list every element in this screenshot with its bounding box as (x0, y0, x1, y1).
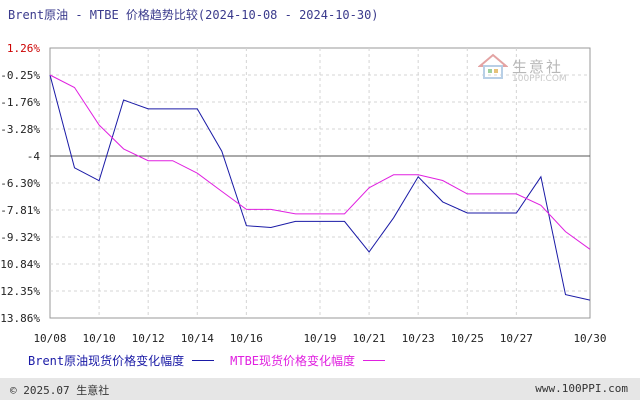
watermark-name: 生意社 (512, 58, 564, 76)
house-logo-icon (477, 53, 509, 79)
watermark: 生意社 100PPI.COM (477, 52, 567, 86)
y-tick-label: 1.26% (7, 42, 40, 55)
series-line (49, 74, 591, 250)
y-tick-label: -3.28% (0, 123, 40, 136)
x-tick-label: 10/19 (303, 332, 336, 345)
x-tick-label: 10/10 (83, 332, 116, 345)
y-tick-label: -13.86% (0, 312, 40, 325)
y-tick-label: -6.30% (0, 177, 40, 190)
x-tick-label: 10/21 (353, 332, 386, 345)
y-tick-label: -0.25% (0, 69, 40, 82)
watermark-url: 100PPI.COM (512, 74, 567, 84)
footer-copyright: © 2025.07 生意社 (10, 384, 110, 397)
x-tick-label: 10/30 (573, 332, 606, 345)
x-tick-label: 10/12 (132, 332, 165, 345)
legend-label: MTBE现货价格变化幅度 (230, 354, 356, 368)
x-tick-label: 10/16 (230, 332, 263, 345)
y-tick-label: -9.32% (0, 231, 40, 244)
legend-item: MTBE现货价格变化幅度 (230, 352, 386, 369)
chart-legend: Brent原油现货价格变化幅度 MTBE现货价格变化幅度 (28, 352, 401, 369)
x-tick-label: 10/14 (181, 332, 214, 345)
y-tick-label: -12.35% (0, 285, 40, 298)
footer: © 2025.07 生意社 www.100PPI.com (0, 378, 640, 400)
chart-title: Brent原油 - MTBE 价格趋势比较(2024-10-08 - 2024-… (8, 8, 379, 22)
legend-swatch (363, 360, 386, 361)
footer-site-link[interactable]: www.100PPI.com (535, 382, 628, 395)
x-tick-label: 10/27 (500, 332, 533, 345)
x-tick-label: 10/25 (451, 332, 484, 345)
legend-label: Brent原油现货价格变化幅度 (28, 354, 185, 368)
y-tick-label: -1.76% (0, 96, 40, 109)
legend-swatch (192, 360, 215, 361)
y-tick-label: -10.84% (0, 258, 40, 271)
x-tick-label: 10/08 (33, 332, 66, 345)
series-line (49, 74, 591, 301)
y-tick-label: -4 (27, 150, 41, 163)
y-tick-label: -7.81% (0, 204, 40, 217)
x-tick-label: 10/23 (402, 332, 435, 345)
legend-item: Brent原油现货价格变化幅度 (28, 352, 215, 369)
